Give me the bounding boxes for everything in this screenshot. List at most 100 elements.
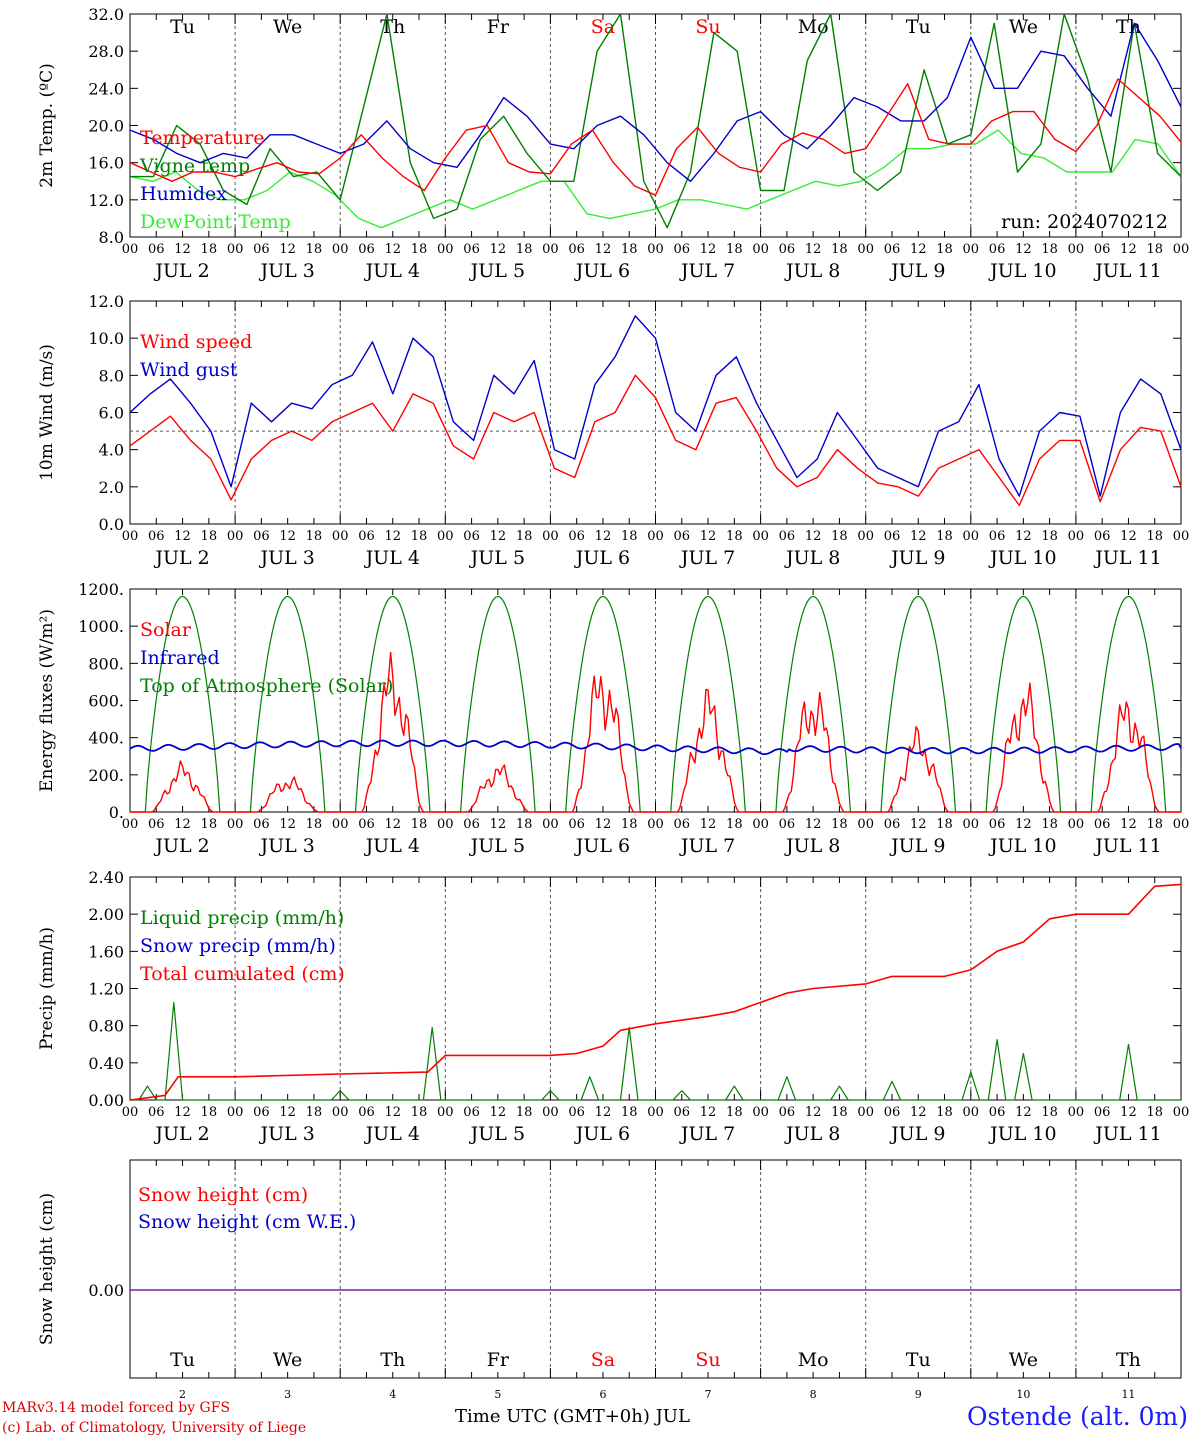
hour-label: 00 — [227, 1105, 244, 1120]
hour-label: 12 — [805, 242, 822, 257]
hour-label: 06 — [1094, 1105, 1111, 1120]
hour-label: 06 — [568, 529, 585, 544]
y-tick-label: 20.0 — [88, 117, 124, 136]
hour-label: 18 — [1146, 242, 1163, 257]
date-label: JUL 9 — [889, 547, 945, 569]
hour-label: 00 — [542, 1105, 559, 1120]
hour-label: 12 — [279, 242, 296, 257]
date-label: JUL 11 — [1093, 835, 1161, 857]
hour-label: 18 — [516, 242, 533, 257]
date-label: JUL 3 — [258, 835, 314, 857]
hour-label: 18 — [936, 529, 953, 544]
legend-total-cumulated-cm-: Total cumulated (cm) — [140, 963, 345, 985]
y-tick-label: 24.0 — [88, 79, 124, 98]
weekday-label: Fr — [487, 16, 510, 38]
dewpoint-line — [129, 129, 1182, 229]
hour-label: 00 — [1068, 1105, 1085, 1120]
weekday-label-bottom: Su — [695, 1349, 720, 1371]
date-label: JUL 8 — [784, 835, 840, 857]
y-tick-label: 200. — [88, 766, 124, 785]
hour-label: 00 — [332, 817, 349, 832]
date-label: JUL 5 — [469, 1123, 525, 1145]
weekday-label: Th — [380, 16, 405, 38]
hour-label: 18 — [936, 242, 953, 257]
legend-solar: Solar — [140, 619, 192, 641]
legend-snow-height-cm: Snow height (cm) — [138, 1184, 308, 1206]
hour-label: 12 — [1015, 242, 1032, 257]
hour-label: 00 — [542, 817, 559, 832]
station-label: Ostende (alt. 0m) — [967, 1402, 1188, 1431]
hour-label: 18 — [516, 1105, 533, 1120]
y-tick-label: 2.40 — [88, 868, 124, 887]
hour-label: 18 — [621, 1105, 638, 1120]
hour-label: 00 — [332, 242, 349, 257]
hour-label: 12 — [279, 1105, 296, 1120]
y-tick-label: 16.0 — [88, 154, 124, 173]
hour-label: 18 — [306, 817, 323, 832]
hour-label: 18 — [831, 1105, 848, 1120]
hour-label: 12 — [910, 817, 927, 832]
hour-label: 12 — [805, 1105, 822, 1120]
y-axis-title: Energy fluxes (W/m²) — [37, 609, 57, 792]
hour-label: 00 — [1173, 817, 1190, 832]
y-tick-label: 2.00 — [88, 905, 124, 924]
hour-label: 00 — [437, 1105, 454, 1120]
run-annotation: run: 2024070212 — [1001, 211, 1168, 233]
hour-label: 12 — [490, 529, 507, 544]
day-number-label: 8 — [810, 1388, 817, 1401]
date-label: JUL 2 — [153, 547, 209, 569]
date-label: JUL 7 — [679, 1123, 735, 1145]
weekday-label-bottom: Mo — [798, 1349, 829, 1371]
day-number-label: 2 — [179, 1388, 186, 1401]
y-tick-label: 1200. — [78, 580, 124, 599]
hour-label: 12 — [595, 817, 612, 832]
y-tick-label: 10.0 — [88, 329, 124, 348]
hour-label: 12 — [174, 1105, 191, 1120]
hour-label: 18 — [831, 242, 848, 257]
weekday-label: We — [1009, 16, 1038, 38]
legend-dewpoint-temp: DewPoint Temp — [140, 211, 291, 233]
hour-label: 00 — [647, 1105, 664, 1120]
model-credit: MARv3.14 model forced by GFS — [2, 1400, 231, 1416]
hour-label: 00 — [857, 529, 874, 544]
legend-snow-precip-mm-h-: Snow precip (mm/h) — [140, 935, 336, 957]
hour-label: 12 — [174, 242, 191, 257]
hour-label: 12 — [805, 817, 822, 832]
date-label: JUL 3 — [258, 260, 314, 282]
hour-label: 18 — [516, 817, 533, 832]
weekday-label-bottom: Fr — [487, 1349, 510, 1371]
hour-label: 18 — [201, 817, 218, 832]
hour-label: 18 — [411, 242, 428, 257]
hour-label: 00 — [122, 529, 139, 544]
y-axis-title: 2m Temp. (ºC) — [37, 63, 57, 188]
weekday-label-bottom: Th — [1116, 1349, 1141, 1371]
y-axis-title: Precip (mm/h) — [37, 927, 57, 1050]
hour-label: 00 — [1068, 817, 1085, 832]
hour-label: 06 — [674, 817, 691, 832]
hour-label: 06 — [1094, 529, 1111, 544]
y-tick-label: 0.0 — [99, 515, 124, 534]
weekday-label: We — [273, 16, 302, 38]
hour-label: 00 — [752, 242, 769, 257]
hour-label: 18 — [1041, 529, 1058, 544]
y-tick-label: 8.0 — [99, 228, 124, 247]
day-number-label: 10 — [1016, 1388, 1030, 1401]
hour-label: 00 — [857, 817, 874, 832]
hour-label: 00 — [1068, 529, 1085, 544]
panel-2-frame — [129, 300, 1182, 525]
hour-label: 12 — [700, 1105, 717, 1120]
weekday-label: Th — [1116, 16, 1141, 38]
hour-label: 18 — [936, 1105, 953, 1120]
hour-label: 00 — [1173, 242, 1190, 257]
date-label: JUL 7 — [679, 835, 735, 857]
hour-label: 12 — [1120, 817, 1137, 832]
hour-label: 06 — [884, 817, 901, 832]
hour-label: 00 — [227, 817, 244, 832]
legend-snow-height-we: Snow height (cm W.E.) — [138, 1211, 356, 1233]
hour-label: 12 — [910, 529, 927, 544]
weekday-label-bottom: Tu — [170, 1349, 195, 1371]
hour-label: 00 — [752, 1105, 769, 1120]
date-label: JUL 6 — [574, 835, 630, 857]
hour-label: 00 — [122, 242, 139, 257]
hour-label: 12 — [700, 242, 717, 257]
